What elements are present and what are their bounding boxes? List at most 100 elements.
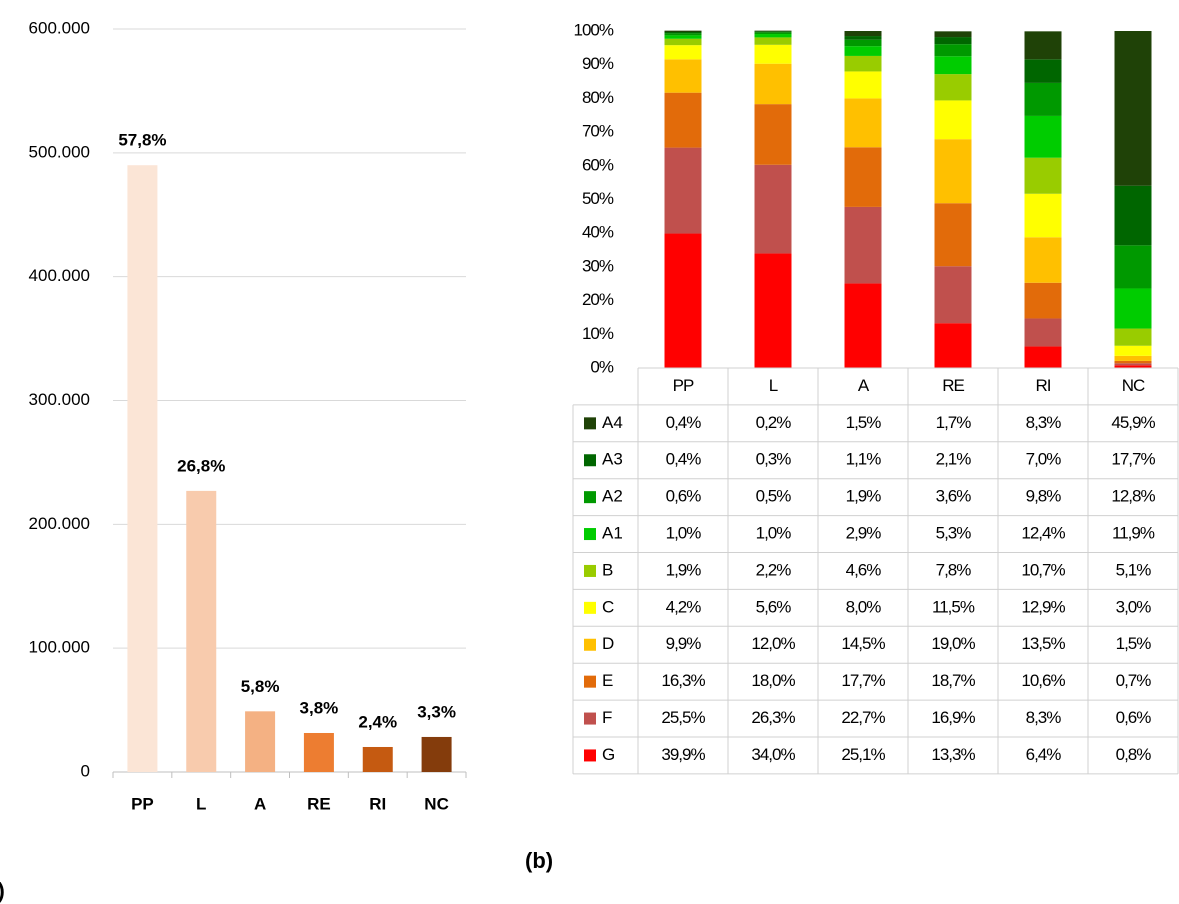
- table-cell: 34,0%: [751, 745, 795, 764]
- table-cell: 14,5%: [841, 634, 885, 653]
- bar-segment: [844, 31, 882, 37]
- bar-segment: [1024, 346, 1062, 368]
- table-cell: 7,8%: [936, 560, 972, 579]
- bar-segment: [754, 104, 792, 165]
- table-cell: 11,9%: [1112, 524, 1155, 543]
- bar-segment: [1114, 185, 1152, 246]
- y-tick-label: 30%: [582, 256, 614, 275]
- table-cell: 39,9%: [661, 745, 705, 764]
- table-cell: 1,1%: [846, 450, 882, 469]
- bar-segment: [754, 32, 792, 35]
- y-tick-label: 0: [81, 761, 90, 780]
- legend-swatch: [584, 749, 596, 762]
- table-cell: 17,7%: [841, 671, 885, 690]
- bar-segment: [1024, 282, 1062, 319]
- data-label: 3,3%: [417, 702, 456, 721]
- table-cell: 9,8%: [1026, 487, 1062, 506]
- table-cell: 8,0%: [846, 597, 882, 616]
- legend-swatch: [584, 417, 596, 430]
- table-cell: 0,4%: [666, 413, 702, 432]
- legend-swatch: [584, 712, 596, 725]
- table-cell: 1,7%: [936, 413, 972, 432]
- y-tick-label: 40%: [582, 223, 614, 242]
- bar-segment: [844, 283, 882, 368]
- legend-label: D: [602, 634, 614, 653]
- y-tick-label: 600.000: [29, 18, 90, 37]
- bar-segment: [754, 253, 792, 368]
- bar-segment: [934, 266, 972, 324]
- bar-segment: [934, 203, 972, 267]
- table-cell: 5,6%: [756, 597, 792, 616]
- table-cell: 25,5%: [661, 708, 705, 727]
- bar: [127, 165, 158, 772]
- y-tick-label: 20%: [582, 290, 614, 309]
- table-cell: 1,0%: [756, 524, 792, 543]
- bar-segment: [664, 45, 702, 60]
- bar-segment: [934, 139, 972, 204]
- legend-label: B: [602, 560, 613, 579]
- table-cell: 3,0%: [1116, 597, 1152, 616]
- table-cell: 11,5%: [932, 597, 975, 616]
- bar-segment: [1114, 245, 1152, 289]
- x-tick-label: NC: [424, 794, 449, 813]
- bar-segment: [934, 37, 972, 45]
- bar-segment: [1024, 31, 1062, 60]
- bar: [186, 490, 217, 772]
- bar-segment: [754, 164, 792, 254]
- legend-swatch: [584, 564, 596, 577]
- y-tick-label: 60%: [582, 155, 614, 174]
- table-cell: 16,9%: [931, 708, 975, 727]
- table-cell: 18,7%: [931, 671, 975, 690]
- x-tick-label: L: [196, 794, 206, 813]
- legend-swatch: [584, 638, 596, 651]
- bar-segment: [754, 37, 792, 45]
- bar-segment: [844, 46, 882, 56]
- table-cell: 0,5%: [756, 487, 792, 506]
- bar-segment: [1114, 288, 1152, 329]
- bar-segment: [934, 323, 972, 368]
- bar-segment: [934, 31, 972, 38]
- legend-swatch: [584, 454, 596, 467]
- table-cell: 10,6%: [1021, 671, 1065, 690]
- table-cell: 18,0%: [751, 671, 795, 690]
- bar-segment: [1114, 355, 1152, 361]
- table-cell: 8,3%: [1026, 708, 1062, 727]
- bar-segment: [754, 30, 792, 32]
- bar-segment: [664, 92, 702, 148]
- x-tick-label: PP: [131, 794, 154, 813]
- table-cell: 6,4%: [1026, 745, 1062, 764]
- column-header: L: [769, 376, 778, 395]
- table-cell: 0,4%: [666, 450, 702, 469]
- table-cell: 8,3%: [1026, 413, 1062, 432]
- table-cell: 12,4%: [1021, 524, 1065, 543]
- bar-segment: [934, 56, 972, 75]
- bar-segment: [664, 59, 702, 93]
- bar-segment: [844, 55, 882, 72]
- table-cell: 19,0%: [931, 634, 975, 653]
- bar-segment: [844, 98, 882, 148]
- legend-label: C: [602, 597, 614, 616]
- y-tick-label: 500.000: [29, 142, 90, 161]
- bar-segment: [1114, 345, 1152, 356]
- table-cell: 26,3%: [751, 708, 795, 727]
- table-cell: 5,3%: [936, 524, 972, 543]
- bar-segment: [664, 147, 702, 234]
- bar-segment: [934, 74, 972, 101]
- bar-segment: [844, 39, 882, 47]
- bar: [245, 711, 276, 772]
- table-cell: 1,5%: [846, 413, 882, 432]
- x-tick-label: RI: [369, 794, 386, 813]
- y-tick-label: 80%: [582, 88, 614, 107]
- bar: [303, 732, 334, 772]
- table-cell: 12,8%: [1111, 487, 1155, 506]
- bar-segment: [934, 44, 972, 57]
- data-label: 57,8%: [118, 131, 166, 150]
- bar-segment: [664, 35, 702, 39]
- legend-label: E: [602, 671, 613, 690]
- column-header: PP: [673, 376, 694, 395]
- bar-segment: [754, 34, 792, 38]
- legend-label: A4: [602, 413, 623, 432]
- bar-segment: [664, 33, 702, 36]
- y-tick-label: 100.000: [29, 638, 90, 657]
- data-label: 3,8%: [300, 698, 339, 717]
